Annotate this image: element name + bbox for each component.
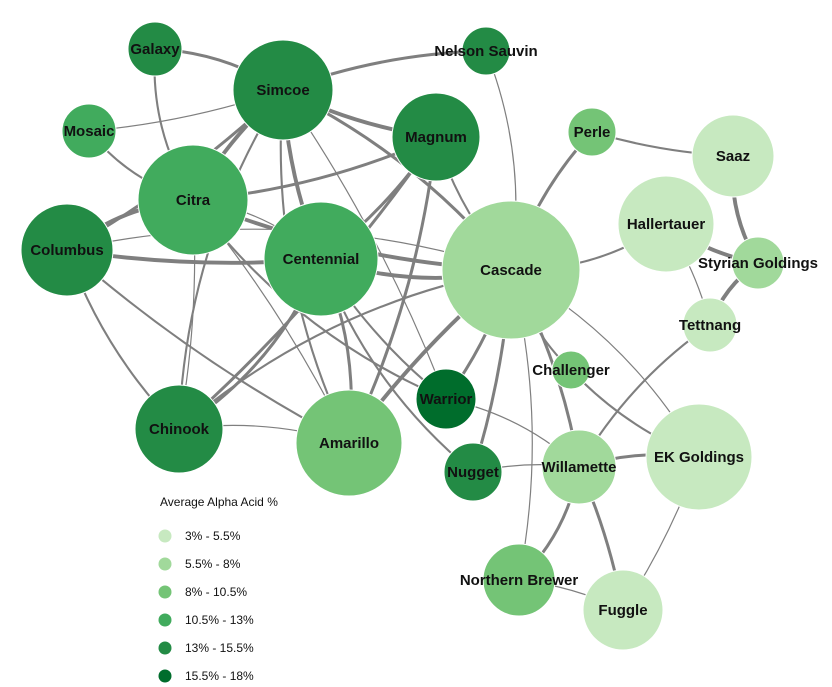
- node-label-nelson-sauvin: Nelson Sauvin: [434, 43, 537, 60]
- node-label-chinook: Chinook: [149, 421, 210, 438]
- legend-swatch-3: [158, 613, 172, 627]
- node-cascade[interactable]: [441, 200, 581, 340]
- legend-label-1: 5.5% - 8%: [185, 557, 241, 571]
- legend-title: Average Alpha Acid %: [160, 495, 278, 509]
- legend-label-3: 10.5% - 13%: [185, 613, 254, 627]
- node-challenger[interactable]: [551, 350, 591, 390]
- node-label-citra: Citra: [176, 192, 211, 209]
- node-label-northern: Northern Brewer: [460, 572, 579, 589]
- node-label-fuggle: Fuggle: [598, 602, 647, 619]
- labels-layer: Galaxy Nelson Sauvin Simcoe Mosaic Magnum Per…: [30, 41, 818, 619]
- legend-label-0: 3% - 5.5%: [185, 529, 241, 543]
- node-mosaic[interactable]: [61, 103, 117, 159]
- node-nugget[interactable]: [443, 442, 503, 502]
- node-label-tettnang: Tettnang: [679, 317, 741, 334]
- node-tettnang[interactable]: [682, 297, 738, 353]
- legend-label-4: 13% - 15.5%: [185, 641, 254, 655]
- node-label-willamette: Willamette: [542, 459, 617, 476]
- node-amarillo[interactable]: [295, 389, 403, 497]
- node-saaz[interactable]: [691, 114, 775, 198]
- node-label-nugget: Nugget: [447, 464, 499, 481]
- node-ek-goldings[interactable]: [645, 403, 753, 511]
- node-northern[interactable]: [482, 543, 556, 617]
- node-styrian[interactable]: [731, 236, 785, 290]
- node-willamette[interactable]: [541, 429, 617, 505]
- node-label-mosaic: Mosaic: [64, 123, 115, 140]
- node-label-challenger: Challenger: [532, 362, 610, 379]
- nodes-layer: [20, 21, 785, 651]
- legend-swatch-0: [158, 529, 172, 543]
- node-galaxy[interactable]: [127, 21, 183, 77]
- node-hallertauer[interactable]: [617, 175, 715, 273]
- node-magnum[interactable]: [391, 92, 481, 182]
- node-label-saaz: Saaz: [716, 148, 750, 165]
- legend-label-2: 8% - 10.5%: [185, 585, 247, 599]
- node-simcoe[interactable]: [232, 39, 334, 141]
- legend-label-5: 15.5% - 18%: [185, 669, 254, 683]
- legend-swatch-1: [158, 557, 172, 571]
- node-label-magnum: Magnum: [405, 129, 467, 146]
- node-label-galaxy: Galaxy: [130, 41, 180, 58]
- node-label-centennial: Centennial: [283, 251, 360, 268]
- legend-items: 3% - 5.5% 5.5% - 8% 8% - 10.5% 10.5% - 13% 1…: [158, 529, 254, 683]
- node-centennial[interactable]: [263, 201, 379, 317]
- node-chinook[interactable]: [134, 384, 224, 474]
- node-nelson-sauvin[interactable]: [461, 26, 511, 76]
- node-label-warrior: Warrior: [420, 391, 473, 408]
- legend-swatch-4: [158, 641, 172, 655]
- node-columbus[interactable]: [20, 203, 114, 297]
- node-label-hallertauer: Hallertauer: [627, 216, 706, 233]
- node-label-ek-goldings: EK Goldings: [654, 449, 744, 466]
- node-label-styrian: Styrian Goldings: [698, 255, 818, 272]
- legend: Average Alpha Acid % 3% - 5.5% 5.5% - 8% 8…: [158, 495, 278, 683]
- node-label-columbus: Columbus: [30, 242, 103, 259]
- node-label-amarillo: Amarillo: [319, 435, 379, 452]
- node-warrior[interactable]: [415, 368, 477, 430]
- node-perle[interactable]: [567, 107, 617, 157]
- legend-swatch-5: [158, 669, 172, 683]
- node-label-simcoe: Simcoe: [256, 82, 309, 99]
- node-label-cascade: Cascade: [480, 262, 542, 279]
- node-label-perle: Perle: [574, 124, 611, 141]
- legend-swatch-2: [158, 585, 172, 599]
- node-fuggle[interactable]: [582, 569, 664, 651]
- node-citra[interactable]: [137, 144, 249, 256]
